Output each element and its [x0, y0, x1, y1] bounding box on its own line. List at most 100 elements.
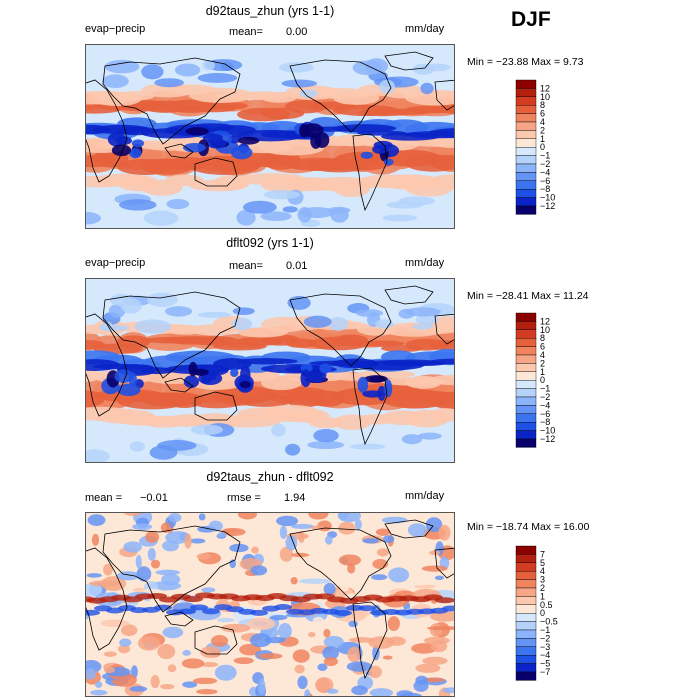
colorbar-tick-label: −10 [540, 426, 555, 436]
colorbar-swatch [515, 629, 537, 639]
coastline-outline [102, 57, 241, 145]
colorbar-swatch [515, 438, 537, 448]
colorbar-swatch [515, 604, 537, 614]
colorbar-swatch [515, 172, 537, 182]
colorbar-tick-label: −2 [540, 633, 550, 643]
colorbar-swatch [515, 654, 537, 664]
colorbar-tick-label: 2 [540, 358, 545, 368]
panel-3-rmse-value: 1.94 [284, 492, 306, 504]
colorbar-tick-label: 1 [540, 367, 545, 377]
coastline-outline [289, 59, 392, 133]
coastline-outline [85, 547, 128, 651]
colorbar-swatch [515, 579, 537, 589]
colorbar-tick-label: −7 [540, 667, 550, 677]
coastline-outline [85, 79, 128, 183]
colorbar-swatch [515, 638, 537, 648]
coastline-outline [164, 377, 194, 393]
colorbar-swatch [515, 562, 537, 572]
colorbar-tick-label: −4 [540, 650, 550, 660]
colorbar-swatch [515, 188, 537, 198]
panel-3-rmse-label: rmse = [227, 492, 261, 504]
colorbar-tick-label: 10 [540, 325, 550, 335]
coastline-outline [164, 143, 194, 159]
panel-2-min-max: Min = −28.41 Max = 11.24 [467, 290, 589, 302]
colorbar-tick-label: −1 [540, 384, 550, 394]
panel-1-min-max: Min = −23.88 Max = 9.73 [467, 56, 584, 68]
panel-2-map [85, 278, 455, 463]
colorbar-swatch [515, 596, 537, 606]
colorbar-swatch [515, 379, 537, 389]
colorbar-tick-label: −6 [540, 409, 550, 419]
colorbar-swatch [515, 155, 537, 165]
colorbar-swatch [515, 354, 537, 364]
colorbar-swatch [515, 105, 537, 114]
colorbar-tick-label: 0.5 [540, 600, 553, 610]
panel-1-title: d92taus_zhun (yrs 1-1) [205, 4, 335, 18]
colorbar-swatch [515, 130, 537, 140]
colorbar-swatch [515, 329, 537, 339]
panel-3-mean-value: −0.01 [140, 492, 168, 504]
panel-2-units: mm/day [405, 257, 445, 269]
panel-3-title: d92taus_zhun - dflt092 [206, 470, 334, 484]
colorbar-swatch [515, 545, 537, 555]
coastline-outline [384, 51, 434, 71]
coastline-outline [102, 525, 241, 613]
panel-1-map [85, 44, 455, 229]
colorbar-swatch [515, 146, 537, 156]
colorbar-swatch [515, 205, 537, 215]
colorbar-swatch [515, 421, 537, 431]
panel-3-min-max: Min = −18.74 Max = 16.00 [467, 521, 590, 533]
panel-1-mean-label: mean= [229, 26, 263, 38]
colorbar-tick-label: 12 [540, 316, 550, 326]
colorbar-tick-label: −4 [540, 167, 550, 177]
colorbar-swatch [515, 371, 537, 381]
coastline-outline [194, 391, 238, 421]
colorbar-swatch [515, 413, 537, 423]
panel-2-variable: evap−precip [85, 257, 146, 269]
colorbar-tick-label: −4 [540, 400, 550, 410]
colorbar-swatch [515, 430, 537, 440]
colorbar-swatch [515, 396, 537, 406]
colorbar-tick-label: 8 [540, 333, 545, 343]
colorbar-tick-label: 8 [540, 100, 545, 110]
colorbar-tick-label: 4 [540, 566, 545, 576]
coastline-outline [194, 625, 238, 655]
colorbar-swatch [515, 363, 537, 373]
colorbar-tick-label: 1 [540, 591, 545, 601]
colorbar-tick-label: 4 [540, 117, 545, 127]
coastline-outline [102, 291, 241, 379]
colorbar-tick-label: −12 [540, 201, 555, 211]
panel-1-variable: evap−precip [85, 23, 146, 35]
colorbar-tick-label: 2 [540, 125, 545, 135]
colorbar-tick-label: −2 [540, 392, 550, 402]
coastline-outline [289, 293, 392, 367]
colorbar-tick-label: 4 [540, 350, 545, 360]
colorbar-tick-label: −8 [540, 417, 550, 427]
coastline-outline [384, 285, 434, 305]
coastline-outline [352, 133, 388, 212]
colorbar-tick-label: 0 [540, 375, 545, 385]
panel-3-units: mm/day [405, 490, 445, 502]
colorbar-tick-label: 5 [540, 558, 545, 568]
coastline-outline [384, 519, 434, 539]
colorbar-swatch [515, 388, 537, 398]
colorbar-swatch [515, 321, 537, 330]
colorbar-swatch [515, 346, 537, 356]
panel-3-mean-label: mean = [85, 492, 122, 504]
coastline-outline [434, 547, 455, 579]
colorbar-swatch [515, 612, 537, 622]
colorbar-tick-label: 6 [540, 342, 545, 352]
panel-3-map [85, 512, 455, 697]
coastline-outline [352, 367, 388, 446]
colorbar-tick-label: −5 [540, 659, 550, 669]
colorbar-swatch [515, 180, 537, 190]
panel-1-units: mm/day [405, 23, 445, 35]
colorbar-swatch [515, 671, 537, 681]
colorbar-swatch [515, 587, 537, 597]
coastline-outline [289, 527, 392, 601]
panel-2-mean-label: mean= [229, 260, 263, 272]
colorbar-tick-label: −12 [540, 434, 555, 444]
map-frame [85, 44, 455, 229]
colorbar-tick-label: 10 [540, 92, 550, 102]
colorbar-swatch [515, 312, 537, 322]
